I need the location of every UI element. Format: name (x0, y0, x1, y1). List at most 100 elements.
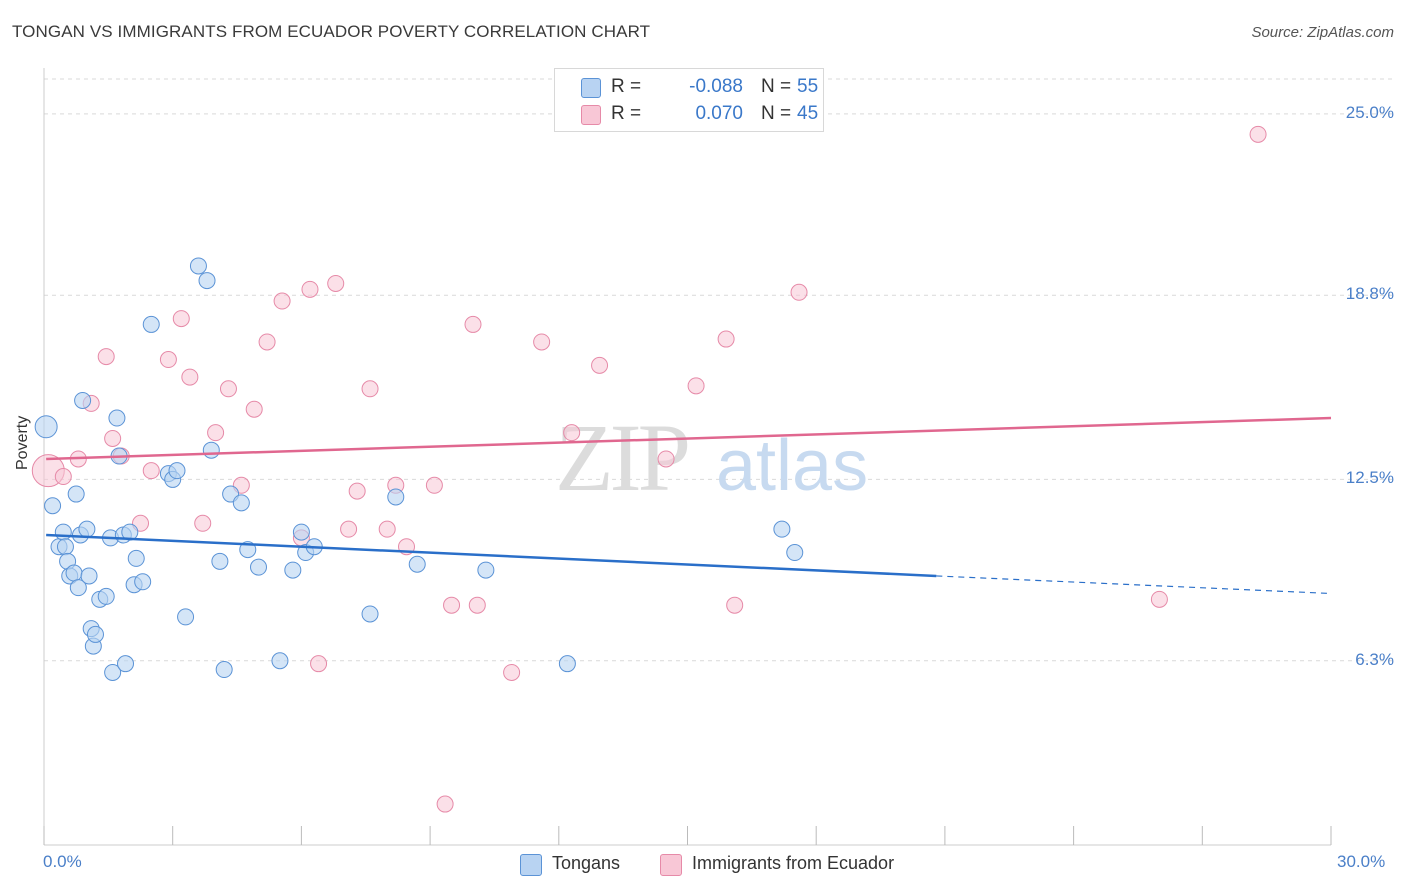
trend-line-tongans-extension (936, 575, 1332, 595)
y-axis-label: Poverty (14, 415, 31, 470)
data-point-tongan (168, 462, 186, 480)
source-label: Source: ZipAtlas.com (1251, 24, 1394, 41)
data-point-tongan (211, 552, 229, 570)
data-point-ecuador (142, 462, 160, 480)
stats-r-value: -0.088 (689, 76, 743, 97)
data-point-tongan (78, 520, 96, 538)
data-point-ecuador (563, 424, 581, 442)
data-point-tongan (361, 605, 379, 623)
data-point-tongan (773, 520, 791, 538)
data-point-ecuador (207, 424, 225, 442)
data-point-ecuador (717, 330, 735, 348)
data-point-ecuador (104, 429, 122, 447)
stats-swatch-tongans (581, 78, 601, 98)
data-point-tongan (232, 494, 250, 512)
data-point-ecuador (219, 380, 237, 398)
data-point-tongan (558, 655, 576, 673)
data-point-ecuador (378, 520, 396, 538)
data-point-ecuador (245, 400, 263, 418)
data-point-tongan (215, 661, 233, 679)
series-immigrants-from-ecuador (31, 125, 1267, 813)
stats-r-value: 0.070 (695, 103, 743, 124)
data-point-ecuador (468, 596, 486, 614)
data-point-tongan (104, 663, 122, 681)
stats-n-value: 55 (797, 76, 819, 97)
grid-lines (44, 78, 1394, 662)
stats-r-label: R = (611, 76, 642, 97)
stats-n-label: N = (761, 103, 792, 124)
data-point-ecuador (436, 795, 454, 813)
trend-line-tongans (46, 533, 937, 578)
data-point-ecuador (258, 333, 276, 351)
stats-box: R = -0.088 N = 55 R = 0.070 N = 45 (554, 68, 824, 132)
axes (43, 68, 1332, 846)
data-point-ecuador (533, 333, 551, 351)
data-point-tongan (786, 544, 804, 562)
data-point-tongan (80, 567, 98, 585)
data-point-ecuador (340, 520, 358, 538)
data-point-ecuador (172, 310, 190, 328)
legend-label-ecuador: Immigrants from Ecuador (692, 853, 895, 873)
data-point-tongan (387, 488, 405, 506)
data-point-tongan (189, 257, 207, 275)
data-point-ecuador (591, 356, 609, 374)
data-point-tongan (54, 523, 72, 541)
data-point-ecuador (181, 368, 199, 386)
data-point-tongan (142, 315, 160, 333)
y-tick-label: 18.8% (1345, 284, 1394, 304)
stats-swatch-ecuador (581, 105, 601, 125)
y-tick-label: 25.0% (1345, 102, 1394, 122)
y-tick-label: 12.5% (1345, 468, 1394, 488)
data-point-tongan (69, 579, 87, 597)
data-point-ecuador (97, 348, 115, 366)
data-point-ecuador (361, 380, 379, 398)
data-point-tongan (86, 625, 104, 643)
data-point-ecuador (348, 482, 366, 500)
trend-lines (46, 416, 1332, 595)
data-point-tongan (74, 391, 92, 409)
watermark: ZIP atlas (555, 404, 868, 511)
data-point-tongan (250, 558, 267, 576)
data-point-ecuador (687, 377, 705, 395)
data-point-ecuador (1150, 590, 1168, 608)
data-point-ecuador (503, 663, 521, 681)
data-point-tongan (44, 497, 62, 515)
data-point-tongan (127, 549, 145, 567)
legend-swatch-ecuador (660, 854, 682, 876)
data-point-ecuador (310, 655, 328, 673)
data-point-tongan (271, 652, 289, 670)
data-point-tongan (477, 561, 495, 579)
data-point-tongan (67, 485, 85, 503)
legend-label-tongans: Tongans (552, 853, 621, 873)
series-tongans (34, 257, 804, 681)
data-point-ecuador (443, 596, 461, 614)
data-point-ecuador (301, 280, 319, 298)
data-point-tongan (97, 587, 115, 605)
data-point-tongan (177, 608, 195, 626)
data-point-ecuador (159, 351, 177, 369)
data-point-ecuador (726, 596, 744, 614)
watermark-atlas: atlas (716, 426, 868, 506)
data-point-tongan (117, 655, 135, 673)
data-point-ecuador (425, 476, 443, 494)
data-point-ecuador (273, 292, 291, 310)
data-point-ecuador (790, 283, 808, 301)
x-tick-label-max: 30.0% (1337, 852, 1386, 871)
data-point-ecuador (54, 468, 72, 486)
stats-n-label: N = (761, 76, 792, 97)
data-point-ecuador (657, 450, 675, 468)
x-tick-label-min: 0.0% (43, 852, 82, 871)
data-point-tongan (284, 561, 302, 579)
data-point-ecuador (327, 274, 345, 292)
chart-title: TONGAN VS IMMIGRANTS FROM ECUADOR POVERT… (12, 22, 651, 41)
legend-swatch-tongans (520, 854, 542, 876)
trend-line-ecuador (46, 416, 1332, 461)
y-tick-label: 6.3% (1355, 649, 1394, 669)
data-point-tongan (65, 564, 83, 582)
data-point-ecuador (464, 315, 482, 333)
data-point-tongan (202, 441, 220, 459)
data-point-ecuador (194, 514, 212, 532)
data-point-tongan (34, 415, 58, 439)
data-point-tongan (408, 555, 426, 573)
